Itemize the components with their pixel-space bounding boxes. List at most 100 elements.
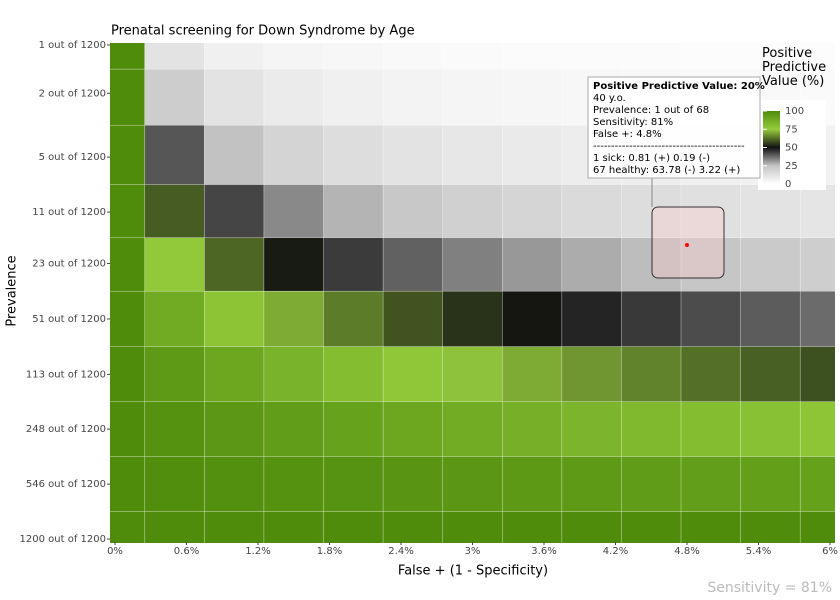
x-tick-label: 5.4% (746, 546, 771, 557)
heatmap-cell (204, 456, 265, 512)
y-tick-label: 546 out of 1200 (26, 479, 106, 490)
y-tick-label: 5 out of 1200 (39, 152, 106, 163)
heatmap-cell (502, 43, 563, 70)
heatmap-cell (204, 237, 265, 292)
heatmap-cell (204, 401, 265, 457)
heatmap-cell (204, 184, 265, 239)
heatmap-cell (144, 184, 205, 239)
heatmap-cell (502, 456, 563, 512)
heatmap-cell (621, 511, 682, 543)
x-tick-label: 1.2% (245, 546, 270, 557)
heatmap-cell (263, 68, 324, 126)
heatmap-cell (799, 401, 835, 457)
heatmap-cell (110, 237, 146, 292)
heatmap-cell (561, 184, 622, 239)
legend-title-box: Positive Predictive Value (%) (762, 47, 826, 89)
heatmap-cell (382, 68, 443, 126)
legend: 0 25 50 75 100 (758, 100, 826, 190)
heatmap-cell (442, 124, 503, 185)
x-tick-label: 3.6% (531, 546, 556, 557)
heatmap-cell (144, 68, 205, 126)
x-tick-label: 6% (822, 546, 838, 557)
heatmap-cell (442, 184, 503, 239)
heatmap-cell (799, 290, 835, 347)
tooltip-line: ----------------------------------------… (593, 141, 745, 152)
heatmap-cell (110, 184, 146, 239)
axes: 0% 0.6% 1.2% 1.8% 2.4% 3% 3.6% 4.2% 4.8% 5.4% 6% 1 … (20, 40, 838, 557)
heatmap-cell (204, 346, 265, 403)
tooltip-line: 67 healthy: 63.78 (-) 3.22 (+) (593, 165, 740, 176)
heatmap-cell (680, 456, 741, 512)
heatmap-cell (502, 511, 563, 543)
heatmap-cell (680, 43, 741, 70)
x-axis-title: False + (1 - Specificity) (398, 564, 548, 579)
heatmap-cell (442, 456, 503, 512)
heatmap-cell (502, 346, 563, 403)
heatmap-cell (144, 511, 205, 543)
heatmap-cell (561, 237, 622, 292)
heatmap-cell (323, 68, 384, 126)
heatmap-cell (680, 511, 741, 543)
heatmap-cell (740, 401, 801, 457)
heatmap-cell (382, 456, 443, 512)
heatmap-cell (502, 124, 563, 185)
heatmap-cell (621, 346, 682, 403)
heatmap-cell (323, 124, 384, 185)
y-tick-label: 248 out of 1200 (26, 424, 106, 435)
heatmap-cell (502, 237, 563, 292)
heatmap-cell (204, 68, 265, 126)
heatmap-cell (382, 124, 443, 185)
heatmap-cell (382, 401, 443, 457)
heatmap-cell (442, 290, 503, 347)
heatmap-cell (144, 124, 205, 185)
heatmap-cell (740, 511, 801, 543)
heatmap-cell (740, 237, 801, 292)
heatmap-cell (561, 511, 622, 543)
heatmap-cell (323, 237, 384, 292)
heatmap-cell (561, 290, 622, 347)
heatmap-cell (621, 456, 682, 512)
heatmap-cell (442, 43, 503, 70)
heatmap-cell (263, 290, 324, 347)
heatmap-cell (263, 237, 324, 292)
x-tick-label: 3% (465, 546, 481, 557)
heatmap-cell (502, 290, 563, 347)
tooltip-line: 1 sick: 0.81 (+) 0.19 (-) (593, 153, 710, 164)
heatmap-cell (144, 237, 205, 292)
y-axis-title: Prevalence (5, 255, 20, 326)
heatmap-cell (442, 346, 503, 403)
legend-tick-label: 75 (785, 124, 798, 135)
chart-title: Prenatal screening for Down Syndrome by … (111, 24, 415, 39)
heatmap-cell (799, 456, 835, 512)
heatmap-cell (740, 43, 801, 70)
heatmap-cell (740, 456, 801, 512)
heatmap-cell (502, 184, 563, 239)
heatmap-cell (323, 43, 384, 70)
heatmap-cell (442, 401, 503, 457)
heatmap-cell (621, 290, 682, 347)
heatmap-cell (799, 237, 835, 292)
heatmap-cell (621, 401, 682, 457)
heatmap-cell (740, 184, 801, 239)
y-tick-label: 2 out of 1200 (39, 88, 106, 99)
tooltip-line: Positive Predictive Value: 20% (593, 81, 765, 92)
highlight-point (685, 243, 689, 248)
tooltip-box (587, 76, 761, 179)
y-tick-label: 51 out of 1200 (32, 314, 106, 325)
heatmap-cell (680, 290, 741, 347)
heatmap-cell (323, 511, 384, 543)
heatmap-cell (110, 290, 146, 347)
heatmap-cell (621, 237, 682, 292)
legend-bar (763, 111, 780, 184)
legend-tick-label: 0 (785, 179, 791, 190)
heatmap-cell (561, 456, 622, 512)
heatmap-cell (382, 237, 443, 292)
heatmap-cell (561, 401, 622, 457)
heatmap-cell (263, 346, 324, 403)
heatmap-cell (502, 68, 563, 126)
tooltip-line: False +: 4.8% (593, 129, 662, 140)
heatmap-cell (144, 346, 205, 403)
heatmap-cell (144, 43, 205, 70)
x-tick-label: 0% (107, 546, 123, 557)
